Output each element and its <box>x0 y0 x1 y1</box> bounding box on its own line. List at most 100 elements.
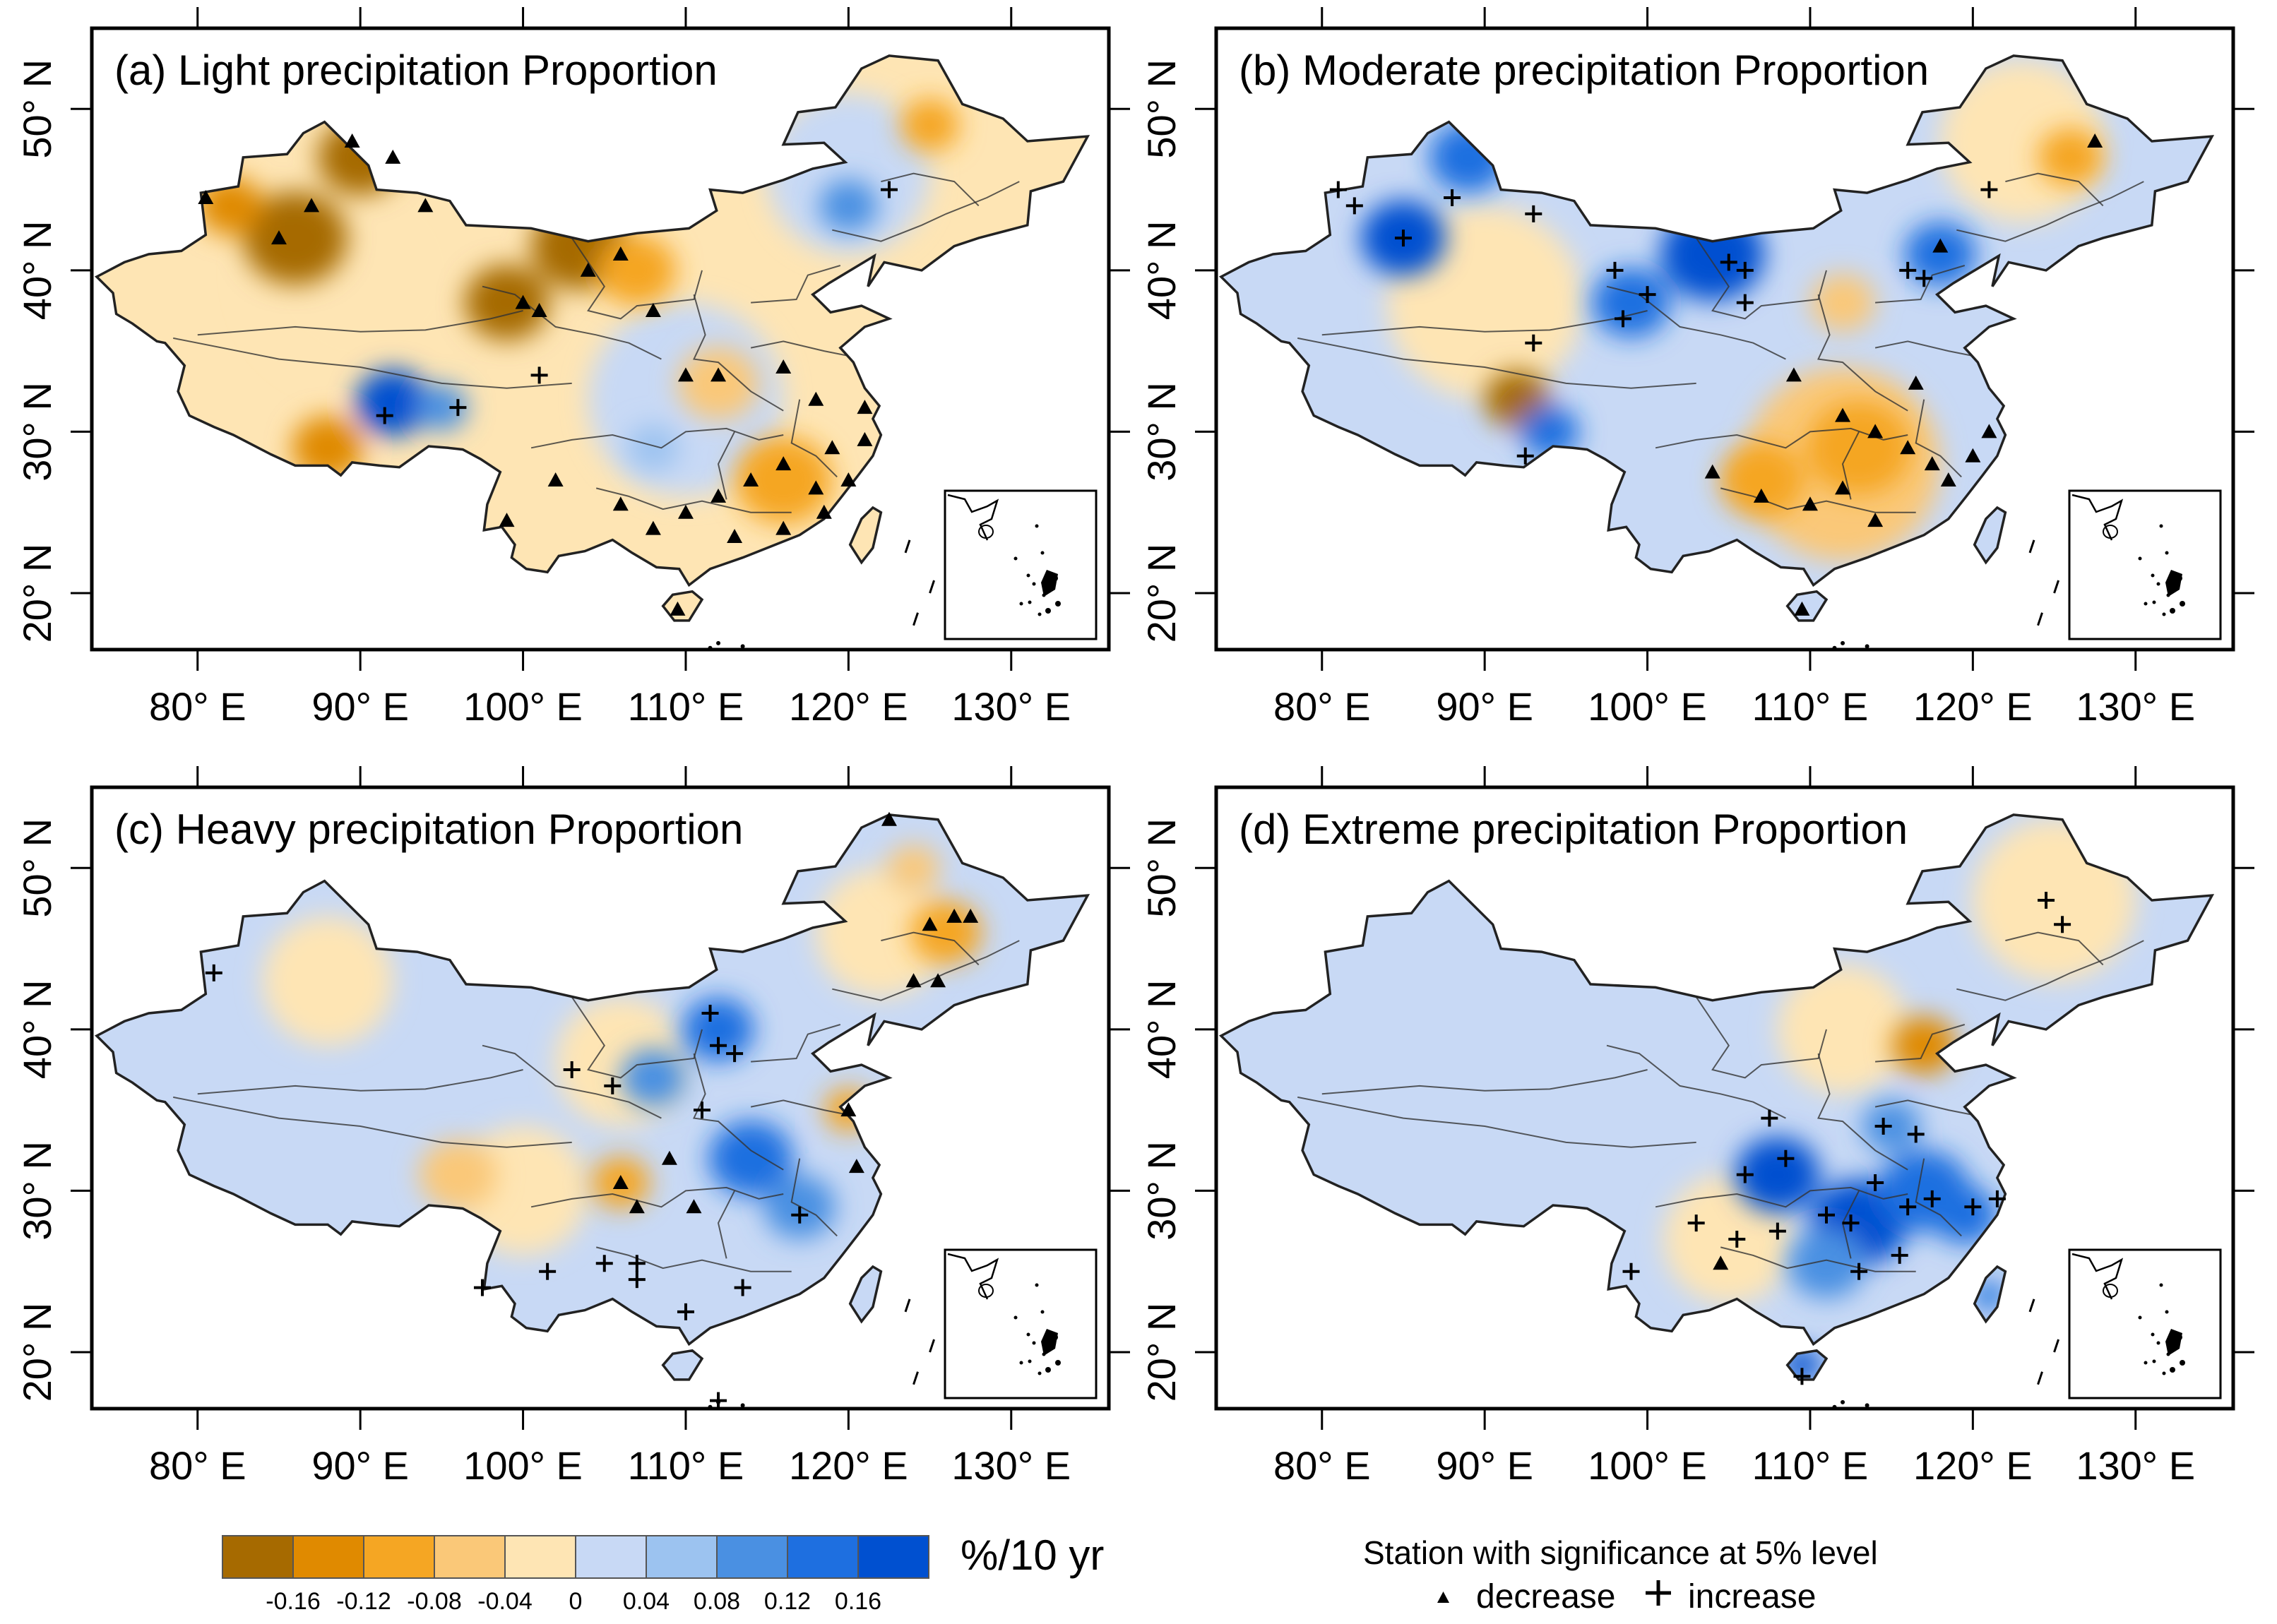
increase-station-marker <box>1777 1150 1795 1167</box>
legend-tick-label: 0.16 <box>835 1588 881 1615</box>
trend-anomaly <box>243 191 347 285</box>
y-tick-label: 30° N <box>1139 1141 1184 1241</box>
trend-anomaly <box>2038 128 2103 186</box>
significance-legend: Station with significance at 5% level de… <box>1363 1534 1878 1616</box>
x-tick-label: 100° E <box>463 1443 583 1488</box>
x-tick-label: 80° E <box>149 684 246 729</box>
increase-station-marker <box>539 1262 557 1280</box>
increase-station-marker <box>694 1101 711 1119</box>
trend-anomaly <box>819 179 878 232</box>
increase-station-marker <box>734 1279 751 1296</box>
panel-a: 80° E 90° E 100° E 110° E 120° E 130° E 20° N 3… <box>15 7 1130 729</box>
decrease-station-marker <box>930 973 946 988</box>
x-tick-label: 90° E <box>311 684 409 729</box>
decrease-station-marker <box>612 1175 629 1189</box>
increase-station-marker <box>563 1061 581 1078</box>
decrease-station-marker <box>547 472 564 486</box>
panel-title: (d) Extreme precipitation Proportion <box>1239 806 1908 853</box>
decrease-station-marker <box>946 908 963 923</box>
increase-station-marker <box>1899 1198 1917 1216</box>
decrease-station-marker <box>686 1199 702 1214</box>
x-tick-label: 80° E <box>1273 684 1371 729</box>
decrease-station-marker <box>2087 133 2103 148</box>
y-tick-label: 20° N <box>1139 544 1184 643</box>
decrease-station-marker <box>304 198 320 213</box>
south-china-sea-inset <box>944 489 1098 640</box>
plus-icon <box>1646 1580 1671 1606</box>
increase-station-marker <box>473 1279 491 1296</box>
decrease-station-marker <box>677 367 694 382</box>
decrease-station-marker <box>963 908 979 923</box>
decrease-station-marker <box>881 811 897 826</box>
x-tick-label: 90° E <box>1436 684 1533 729</box>
legend-tick-label: 0.12 <box>764 1588 811 1615</box>
decrease-station-marker <box>531 303 547 317</box>
decrease-station-marker <box>677 504 694 519</box>
increase-station-marker <box>880 181 898 198</box>
x-tick-label: 120° E <box>1913 684 2033 729</box>
triangle-icon <box>1437 1592 1449 1603</box>
y-tick-label: 50° N <box>1139 818 1184 918</box>
decrease-station-marker <box>198 190 214 204</box>
decrease-station-marker <box>645 520 661 535</box>
decrease-station-marker <box>1965 448 1981 462</box>
province-boundaries <box>173 931 1020 1272</box>
trend-anomaly <box>887 844 940 892</box>
decrease-station-marker <box>515 294 531 309</box>
decrease-station-marker <box>840 472 857 486</box>
south-china-sea-inset <box>944 1248 1098 1399</box>
decrease-station-marker <box>1867 513 1884 527</box>
y-tick-label: 40° N <box>15 221 59 321</box>
decrease-station-marker <box>824 440 840 455</box>
increase-station-marker <box>1736 1166 1754 1183</box>
decrease-station-marker <box>1704 464 1720 479</box>
trend-anomaly <box>910 900 982 965</box>
increase-station-marker <box>1736 294 1754 311</box>
decrease-station-marker <box>1924 456 1940 471</box>
increase-station-marker <box>1980 181 1998 198</box>
legend-unit: %/10 yr <box>961 1532 1104 1579</box>
increase-station-marker <box>1525 334 1542 352</box>
trend-anomaly <box>677 347 759 420</box>
trend-anomaly <box>1904 222 1976 287</box>
increase-station-marker <box>595 1255 613 1272</box>
y-tick-label: 50° N <box>1139 59 1184 159</box>
increase-station-marker <box>710 1037 727 1054</box>
decrease-station-marker <box>775 456 792 471</box>
trend-anomaly <box>735 436 833 524</box>
decrease-station-marker <box>1940 472 1956 486</box>
china-outline <box>94 813 1090 1381</box>
legend-tick-label: 0.04 <box>623 1588 670 1615</box>
x-tick-label: 80° E <box>149 1443 246 1488</box>
increase-station-marker <box>1728 1231 1746 1248</box>
increase-label: increase <box>1688 1578 1816 1616</box>
decrease-station-marker <box>1802 496 1818 511</box>
trend-anomaly <box>1735 1137 1820 1213</box>
decrease-station-marker <box>727 529 743 543</box>
decrease-station-marker <box>344 133 360 148</box>
increase-station-marker <box>1444 189 1461 206</box>
x-tick-label: 130° E <box>2076 1443 2195 1488</box>
trend-anomaly <box>415 384 468 431</box>
increase-station-marker <box>1525 205 1542 222</box>
y-tick-label: 30° N <box>1139 382 1184 482</box>
increase-station-marker <box>1516 447 1534 465</box>
color-legend: -0.16 -0.12 -0.08 -0.04 0 0.04 0.08 0.12 0.16 %/… <box>222 1532 1104 1615</box>
increase-station-marker <box>2038 892 2055 909</box>
y-tick-label: 30° N <box>15 382 59 482</box>
panel-frame <box>1214 26 2235 652</box>
y-tick-label: 50° N <box>15 818 59 918</box>
decrease-station-marker <box>1900 440 1916 455</box>
x-tick-label: 100° E <box>463 684 583 729</box>
increase-station-marker <box>1915 270 1933 287</box>
x-tick-label: 90° E <box>1436 1443 1533 1488</box>
legend-tick-label: -0.08 <box>407 1588 462 1615</box>
decrease-station-marker <box>711 367 727 382</box>
x-tick-label: 100° E <box>1588 1443 1707 1488</box>
increase-station-marker <box>1329 181 1347 198</box>
increase-station-marker <box>1793 1368 1811 1385</box>
decrease-station-marker <box>645 303 661 317</box>
decrease-station-marker <box>661 1150 677 1165</box>
x-tick-label: 110° E <box>1752 1443 1869 1488</box>
